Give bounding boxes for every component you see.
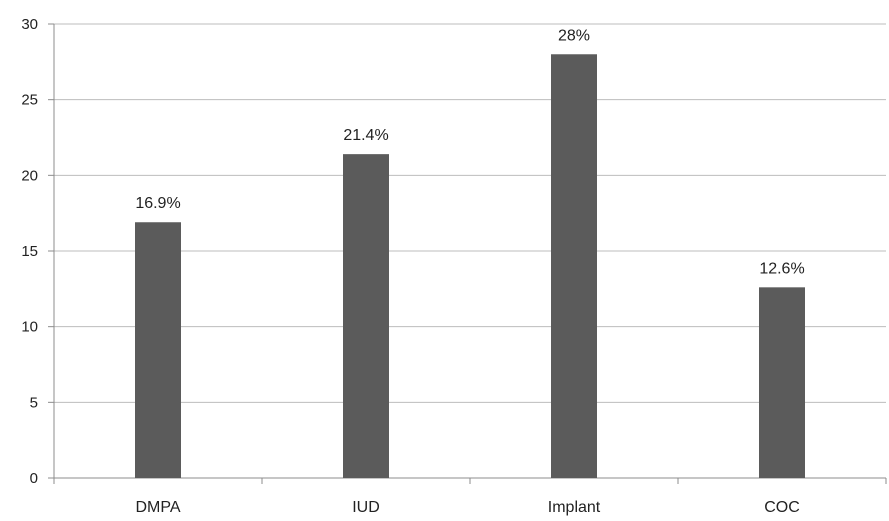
x-category-label: COC	[764, 499, 800, 516]
bar-implant	[551, 54, 597, 479]
x-axis-categories: DMPA IUD Implant COC	[135, 499, 799, 516]
y-axis-ticks: 0 5 10 15 20 25 30	[21, 16, 38, 487]
y-tick-label: 20	[21, 167, 38, 184]
gridlines	[54, 23, 886, 403]
y-tick-label: 0	[30, 470, 38, 487]
y-tick-label: 25	[21, 92, 38, 109]
x-category-label: DMPA	[135, 499, 180, 516]
bar-iud	[343, 154, 389, 478]
axes	[48, 23, 887, 484]
bars	[135, 54, 805, 479]
data-label: 28%	[558, 27, 590, 44]
y-tick-label: 5	[30, 394, 38, 411]
bar-coc	[759, 287, 805, 478]
y-tick-label: 10	[21, 319, 38, 336]
x-category-label: IUD	[352, 499, 380, 516]
bar-dmpa	[135, 222, 181, 478]
data-label: 21.4%	[343, 127, 388, 144]
y-tick-label: 30	[21, 16, 38, 33]
data-label: 12.6%	[759, 260, 804, 277]
y-tick-label: 15	[21, 243, 38, 260]
data-label: 16.9%	[135, 195, 180, 212]
x-category-label: Implant	[548, 499, 601, 516]
data-labels: 16.9% 21.4% 28% 12.6%	[135, 27, 804, 277]
